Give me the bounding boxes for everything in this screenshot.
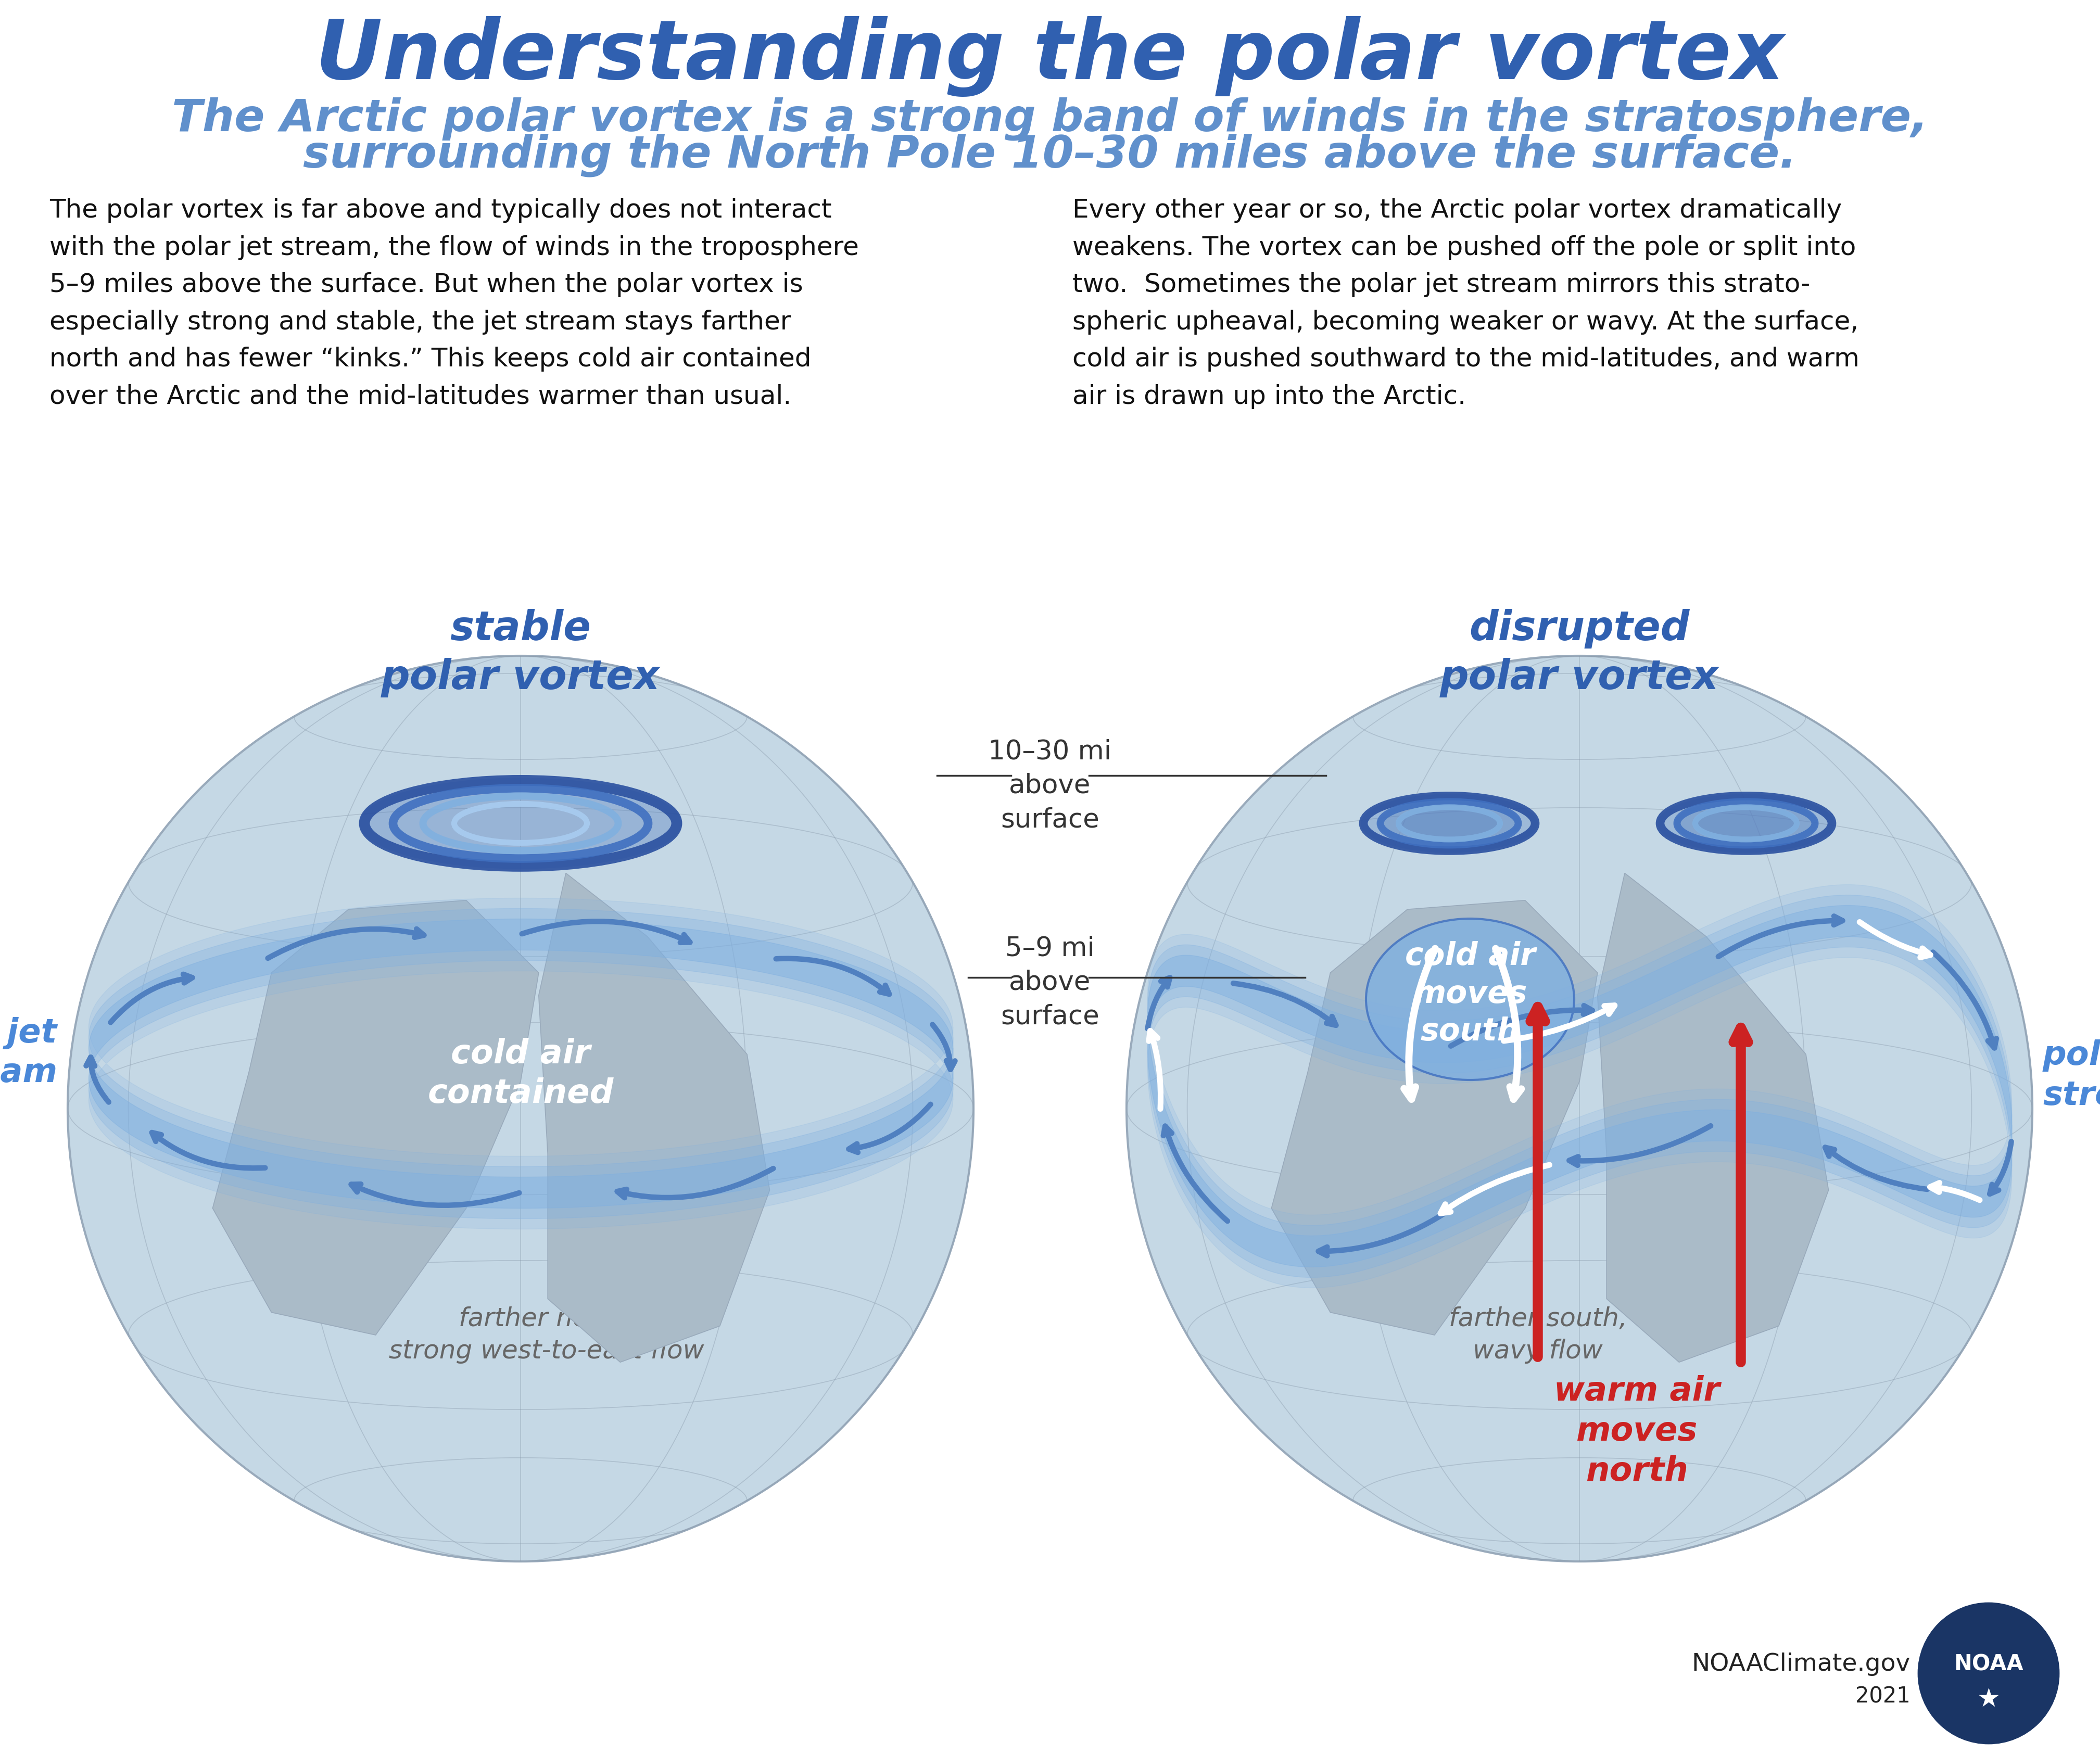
Text: cold air
contained: cold air contained bbox=[428, 1038, 613, 1110]
Text: stable
polar vortex: stable polar vortex bbox=[380, 609, 659, 698]
Ellipse shape bbox=[1674, 800, 1819, 847]
Text: 10–30 mi
above
surface: 10–30 mi above surface bbox=[989, 738, 1111, 833]
Text: farther north,
strong west-to-east flow: farther north, strong west-to-east flow bbox=[388, 1307, 704, 1363]
Circle shape bbox=[67, 656, 974, 1561]
Ellipse shape bbox=[1365, 919, 1575, 1080]
Circle shape bbox=[1126, 656, 2033, 1561]
Text: 2021: 2021 bbox=[1856, 1686, 1911, 1708]
Text: The polar vortex is far above and typically does not interact
with the polar jet: The polar vortex is far above and typica… bbox=[50, 198, 859, 409]
Text: surrounding the North Pole 10–30 miles above the surface.: surrounding the North Pole 10–30 miles a… bbox=[302, 133, 1798, 177]
Polygon shape bbox=[540, 873, 771, 1363]
Text: Every other year or so, the Arctic polar vortex dramatically
weakens. The vortex: Every other year or so, the Arctic polar… bbox=[1073, 198, 1858, 409]
Circle shape bbox=[1126, 656, 2033, 1561]
Text: cold air
moves
south: cold air moves south bbox=[1405, 940, 1535, 1047]
Ellipse shape bbox=[1361, 795, 1537, 852]
Text: warm air
moves
north: warm air moves north bbox=[1554, 1375, 1720, 1487]
Circle shape bbox=[67, 656, 974, 1561]
Ellipse shape bbox=[1657, 795, 1835, 852]
Text: ★: ★ bbox=[1976, 1687, 2001, 1712]
Circle shape bbox=[67, 656, 974, 1561]
Polygon shape bbox=[1270, 900, 1598, 1335]
Polygon shape bbox=[212, 900, 540, 1335]
Circle shape bbox=[67, 656, 974, 1561]
Ellipse shape bbox=[359, 777, 682, 868]
Text: The Arctic polar vortex is a strong band of winds in the stratosphere,: The Arctic polar vortex is a strong band… bbox=[172, 96, 1928, 140]
Circle shape bbox=[1126, 656, 2033, 1561]
Text: disrupted
polar vortex: disrupted polar vortex bbox=[1441, 609, 1720, 698]
Text: farther south,
wavy flow: farther south, wavy flow bbox=[1449, 1307, 1627, 1363]
Ellipse shape bbox=[1378, 800, 1520, 847]
Circle shape bbox=[1917, 1603, 2058, 1743]
Text: 5–9 mi
above
surface: 5–9 mi above surface bbox=[1000, 935, 1100, 1030]
Ellipse shape bbox=[1693, 805, 1800, 842]
Ellipse shape bbox=[1396, 805, 1504, 842]
Text: Understanding the polar vortex: Understanding the polar vortex bbox=[315, 16, 1785, 96]
Circle shape bbox=[1126, 656, 2033, 1561]
Polygon shape bbox=[1598, 873, 1829, 1363]
Circle shape bbox=[1126, 656, 2033, 1561]
Circle shape bbox=[1126, 656, 2033, 1561]
Text: polar jet
stream: polar jet stream bbox=[2043, 1040, 2100, 1112]
Text: NOAAClimate.gov: NOAAClimate.gov bbox=[1693, 1652, 1911, 1675]
Text: polar jet
stream: polar jet stream bbox=[0, 1017, 57, 1089]
Circle shape bbox=[67, 656, 974, 1561]
Text: NOAA: NOAA bbox=[1953, 1652, 2024, 1675]
Circle shape bbox=[67, 656, 974, 1561]
